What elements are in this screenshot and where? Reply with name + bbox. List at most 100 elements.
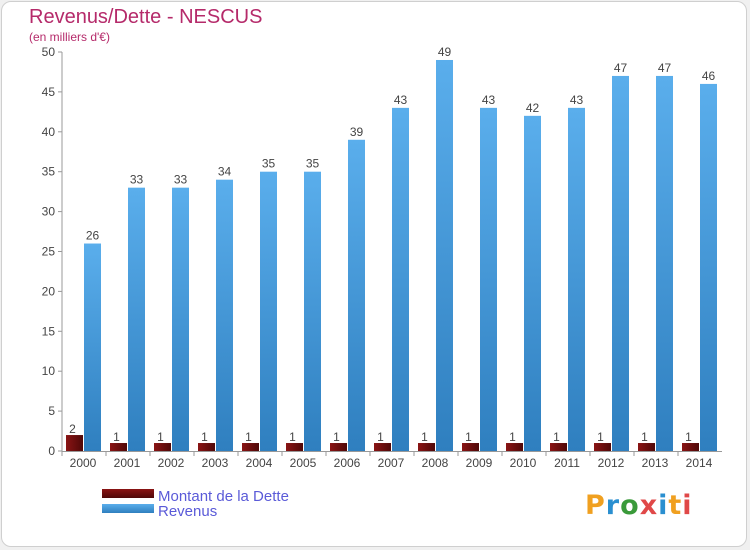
data-label-revenue: 34 xyxy=(218,165,232,179)
logo-letter: i xyxy=(682,490,693,521)
bar-revenue xyxy=(524,115,541,451)
bar-debt xyxy=(110,443,127,451)
bar-revenue xyxy=(700,83,717,452)
data-label-debt: 1 xyxy=(245,430,252,444)
x-tick-label: 2010 xyxy=(510,456,537,470)
data-label-debt: 1 xyxy=(553,430,560,444)
legend-label-revenue: Revenus xyxy=(158,503,218,520)
bar-debt xyxy=(198,443,215,451)
bar-debt xyxy=(462,443,479,451)
bar-revenue xyxy=(216,179,233,451)
y-tick-label: 50 xyxy=(42,45,56,59)
data-label-revenue: 35 xyxy=(262,157,276,171)
x-tick-label: 2007 xyxy=(378,456,405,470)
x-tick-label: 2013 xyxy=(642,456,669,470)
logo-letter: x xyxy=(639,490,659,521)
y-tick-label: 40 xyxy=(42,125,56,139)
bar-revenue xyxy=(348,139,365,451)
x-tick-label: 2006 xyxy=(334,456,361,470)
data-label-revenue: 43 xyxy=(394,93,408,107)
bar-debt xyxy=(550,443,567,451)
bar-debt xyxy=(638,443,655,451)
bar-debt xyxy=(374,443,391,451)
bar-revenue xyxy=(480,107,497,452)
bar-revenue xyxy=(260,171,277,451)
y-tick-label: 0 xyxy=(48,444,55,458)
x-tick-label: 2012 xyxy=(598,456,625,470)
data-label-debt: 1 xyxy=(685,430,692,444)
y-tick-label: 5 xyxy=(48,404,55,418)
data-label-debt: 1 xyxy=(201,430,208,444)
bar-revenue xyxy=(656,75,673,451)
data-label-debt: 1 xyxy=(113,430,120,444)
y-tick-label: 25 xyxy=(42,245,56,259)
bar-revenue xyxy=(304,171,321,451)
data-label-debt: 1 xyxy=(333,430,340,444)
data-label-debt: 1 xyxy=(597,430,604,444)
bar-debt xyxy=(66,435,83,451)
bar-debt xyxy=(594,443,611,451)
y-tick-label: 20 xyxy=(42,284,56,298)
data-label-debt: 1 xyxy=(157,430,164,444)
data-label-revenue: 33 xyxy=(130,173,144,187)
data-label-debt: 1 xyxy=(289,430,296,444)
bar-debt xyxy=(682,443,699,451)
x-tick-label: 2002 xyxy=(158,456,185,470)
bar-debt xyxy=(330,443,347,451)
data-label-revenue: 39 xyxy=(350,125,364,139)
legend-label-debt: Montant de la Dette xyxy=(158,488,289,505)
data-label-debt: 1 xyxy=(377,430,384,444)
x-tick-label: 2003 xyxy=(202,456,229,470)
data-label-revenue: 43 xyxy=(482,93,496,107)
bars xyxy=(66,59,717,452)
bar-revenue xyxy=(568,107,585,452)
logo-letter: r xyxy=(605,490,621,521)
logo-letter: o xyxy=(620,490,640,521)
bar-revenue xyxy=(612,75,629,451)
x-tick-label: 2005 xyxy=(290,456,317,470)
proxiti-logo: Proxiti xyxy=(585,490,693,521)
y-tick-label: 10 xyxy=(42,364,56,378)
data-label-revenue: 33 xyxy=(174,173,188,187)
logo-letter: P xyxy=(585,490,606,521)
logo-letter: t xyxy=(668,490,683,521)
bar-debt xyxy=(418,443,435,451)
chart-subtitle: (en milliers d'€) xyxy=(29,30,110,44)
data-label-debt: 1 xyxy=(641,430,648,444)
data-label-revenue: 47 xyxy=(658,61,672,75)
logo-letter: i xyxy=(658,490,669,521)
data-label-revenue: 43 xyxy=(570,93,584,107)
data-label-debt: 1 xyxy=(421,430,428,444)
bar-revenue xyxy=(172,187,189,451)
data-label-revenue: 47 xyxy=(614,61,628,75)
bar-revenue xyxy=(84,243,101,451)
y-tick-label: 45 xyxy=(42,85,56,99)
bar-revenue xyxy=(128,187,145,451)
data-label-revenue: 46 xyxy=(702,69,716,83)
x-tick-label: 2011 xyxy=(554,456,580,470)
y-tick-label: 15 xyxy=(42,324,56,338)
x-tick-label: 2000 xyxy=(70,456,97,470)
bar-debt xyxy=(242,443,259,451)
bar-revenue xyxy=(436,59,453,451)
y-tick-label: 35 xyxy=(42,165,56,179)
data-labels: 2 26 1 33 1 33 1 34 1 35 1 35 1 39 1 43 1 49 1 43 1 42 1 43 1 47 1… xyxy=(69,45,715,444)
legend-swatch-revenue xyxy=(102,504,154,513)
data-label-revenue: 49 xyxy=(438,45,452,59)
axes: 0 5 10 15 20 25 30 35 40 45 50 2000 2001 2002 2003 2004… xyxy=(42,45,722,470)
x-tick-label: 2009 xyxy=(466,456,493,470)
chart-title: Revenus/Dette - NESCUS xyxy=(29,6,263,28)
data-label-revenue: 42 xyxy=(526,101,540,115)
legend-swatch-debt xyxy=(102,489,154,498)
data-label-debt: 1 xyxy=(465,430,472,444)
bar-debt xyxy=(286,443,303,451)
data-label-debt: 1 xyxy=(509,430,516,444)
data-label-debt: 2 xyxy=(69,422,76,436)
data-label-revenue: 35 xyxy=(306,157,320,171)
bar-debt xyxy=(154,443,171,451)
data-label-revenue: 26 xyxy=(86,229,100,243)
x-tick-label: 2008 xyxy=(422,456,449,470)
x-tick-label: 2004 xyxy=(246,456,273,470)
